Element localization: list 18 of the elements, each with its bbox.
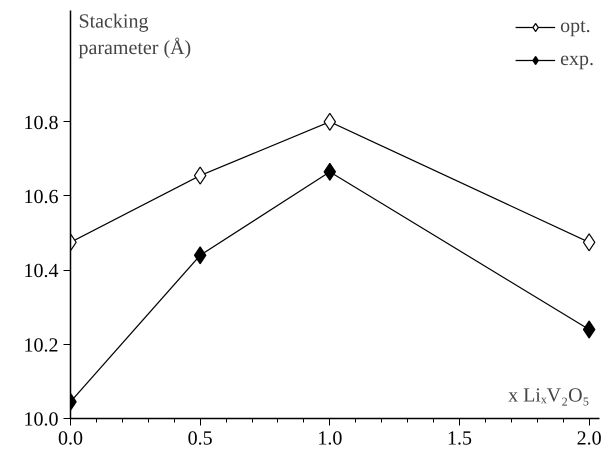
y-tick-label: 10.0 xyxy=(24,408,58,430)
point xyxy=(194,246,206,264)
legend-label: exp. xyxy=(560,48,594,71)
x-tick-label: 2.0 xyxy=(576,428,602,450)
x-tick-label: 0.0 xyxy=(58,428,83,450)
x-tick-label: 1.5 xyxy=(446,428,472,450)
legend-label: opt. xyxy=(560,15,591,38)
y-axis-title: Stacking parameter (Å) xyxy=(78,10,192,59)
y-tick-label: 10.4 xyxy=(24,260,58,282)
point xyxy=(582,233,596,252)
point xyxy=(324,162,336,181)
point xyxy=(324,112,336,131)
x-tick-label: 1.0 xyxy=(317,428,342,450)
x-axis-title: x LiₓV₂O₅ xyxy=(508,384,590,406)
y-tick-label: 10.2 xyxy=(24,334,58,356)
y-tick-label: 10.8 xyxy=(24,112,58,134)
x-tick-label: 0.5 xyxy=(188,428,213,450)
y-tick-label: 10.6 xyxy=(24,186,58,208)
